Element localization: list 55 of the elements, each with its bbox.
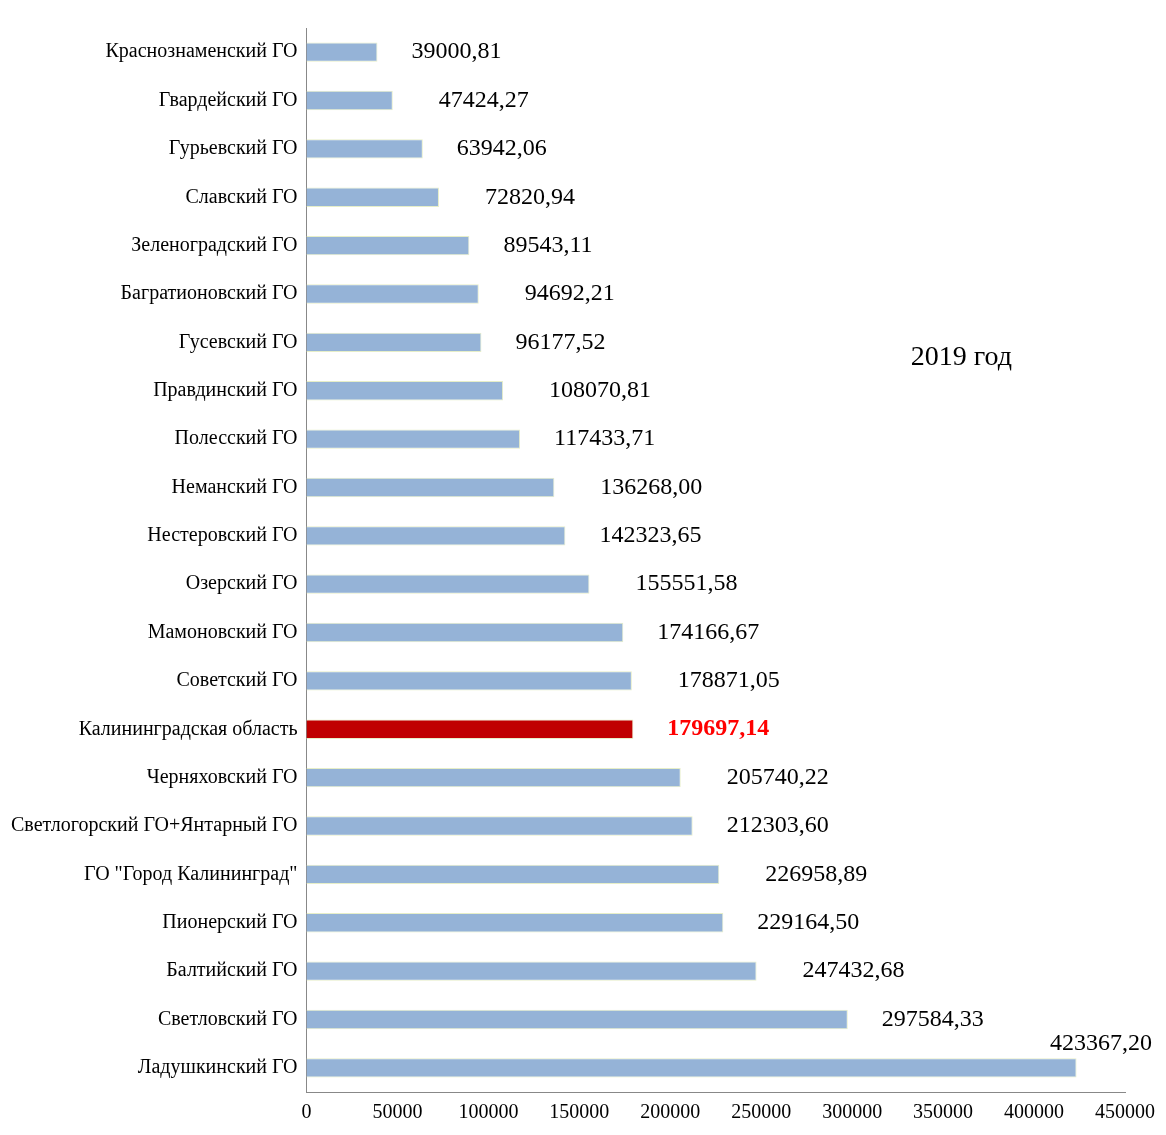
data-label: 179697,14 — [667, 714, 770, 741]
y-tick-label: Зеленоградский ГО — [131, 232, 298, 256]
y-tick-label: Гусевский ГО — [178, 329, 298, 353]
y-tick-label: Пионерский ГО — [162, 909, 298, 933]
x-tick-label: 100000 — [458, 1100, 519, 1123]
data-label: 423367,20 — [1050, 1029, 1152, 1056]
data-label: 247432,68 — [802, 956, 905, 983]
data-label: 297584,33 — [881, 1004, 984, 1031]
data-label: 155551,58 — [635, 569, 738, 596]
data-label: 96177,52 — [515, 327, 606, 354]
data-label: 72820,94 — [484, 182, 575, 209]
data-label: 212303,60 — [726, 811, 829, 838]
data-label: 63942,06 — [456, 134, 547, 161]
data-label: 47424,27 — [438, 85, 529, 112]
y-tick-label: Полесский ГО — [174, 426, 298, 449]
data-label: 39000,81 — [411, 37, 502, 64]
y-tick-label: ГО "Город Калининград" — [84, 861, 298, 885]
x-tick-label: 200000 — [640, 1100, 701, 1123]
data-label: 94692,21 — [524, 279, 615, 306]
data-label: 226958,89 — [765, 859, 868, 886]
x-tick-label: 0 — [301, 1100, 312, 1123]
x-tick-label: 450000 — [1095, 1100, 1155, 1123]
y-tick-label: Мамоновский ГО — [147, 619, 298, 642]
data-label: 108070,81 — [549, 376, 652, 403]
y-tick-label: Неманский ГО — [171, 474, 298, 497]
data-label: 117433,71 — [554, 424, 656, 451]
y-tick-label: Светлогорский ГО+Янтарный ГО — [11, 813, 298, 837]
data-label: 174166,67 — [657, 617, 760, 644]
data-label: 89543,11 — [503, 230, 593, 257]
data-label: 178871,05 — [677, 666, 780, 693]
x-tick-label: 300000 — [822, 1100, 883, 1123]
y-tick-label: Краснознаменский ГО — [105, 39, 298, 63]
y-tick-label: Нестеровский ГО — [147, 523, 298, 547]
y-tick-label: Черняховский ГО — [146, 764, 298, 788]
y-tick-label: Светловский ГО — [157, 1006, 298, 1029]
data-label: 229164,50 — [757, 908, 860, 935]
data-label: 205740,22 — [726, 762, 829, 789]
x-tick-label: 50000 — [372, 1100, 423, 1123]
data-label: 136268,00 — [600, 472, 703, 499]
y-tick-label: Ладушкинский ГО — [137, 1055, 298, 1079]
y-tick-label: Багратионовский ГО — [120, 281, 298, 305]
x-tick-label: 400000 — [1004, 1100, 1065, 1123]
y-tick-label: Правдинский ГО — [153, 377, 298, 401]
annotation: 2019 год — [910, 340, 1012, 372]
x-tick-label: 350000 — [913, 1100, 974, 1123]
y-tick-label: Озерский ГО — [185, 571, 298, 595]
y-tick-label: Калининградская область — [78, 716, 298, 740]
y-tick-label: Балтийский ГО — [166, 958, 298, 981]
y-tick-label: Славский ГО — [185, 184, 298, 207]
x-tick-label: 150000 — [549, 1100, 610, 1123]
y-tick-label: Гвардейский ГО — [158, 87, 298, 111]
y-tick-label: Гурьевский ГО — [168, 136, 298, 160]
x-tick-label: 250000 — [731, 1100, 792, 1123]
y-tick-label: Советский ГО — [176, 668, 298, 691]
data-label: 142323,65 — [599, 521, 702, 548]
